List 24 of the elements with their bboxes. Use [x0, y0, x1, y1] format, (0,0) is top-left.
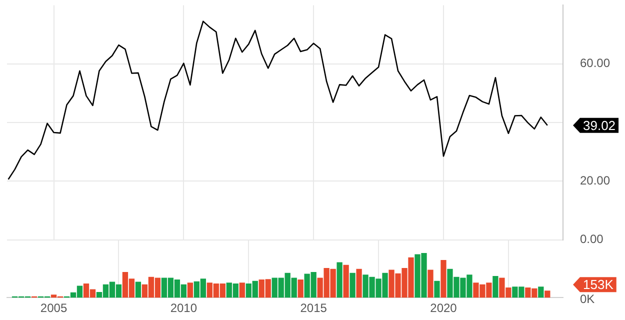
bar [356, 268, 362, 298]
text: 153K [583, 277, 614, 292]
x-tick-label: 2010 [170, 301, 198, 316]
bar [343, 264, 349, 298]
bar [135, 282, 142, 298]
bar [187, 282, 193, 298]
y-tick-label: 0.00 [580, 232, 604, 246]
text: 0K [580, 292, 595, 306]
bar [336, 262, 342, 298]
y-tick-label: 60.00 [580, 56, 610, 70]
bar [298, 280, 304, 298]
bar [544, 290, 550, 298]
bar [239, 282, 245, 298]
x-tick-label: 2020 [430, 301, 458, 316]
bar [428, 270, 434, 298]
text: 39.02 [583, 118, 616, 133]
x-tick-label: 2015 [300, 301, 328, 316]
bar [434, 280, 440, 298]
y-tick-label: 20.00 [580, 173, 610, 188]
bar [492, 276, 498, 298]
bar [538, 286, 544, 298]
bar [350, 272, 356, 298]
x-tick-label: 2005 [40, 301, 68, 316]
bar [440, 260, 446, 298]
